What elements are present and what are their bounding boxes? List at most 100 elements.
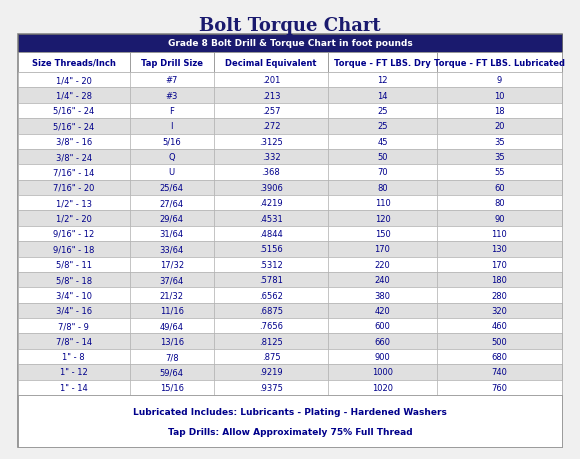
Bar bbox=[18, 88, 129, 104]
Bar bbox=[18, 119, 129, 134]
Bar bbox=[437, 150, 562, 165]
Text: .5312: .5312 bbox=[259, 260, 283, 269]
Bar bbox=[129, 257, 214, 272]
Bar bbox=[214, 288, 328, 303]
Bar bbox=[18, 150, 129, 165]
Bar bbox=[18, 288, 129, 303]
Bar bbox=[328, 53, 437, 73]
Text: 7/8" - 9: 7/8" - 9 bbox=[59, 322, 89, 330]
Bar bbox=[437, 319, 562, 334]
Text: 33/64: 33/64 bbox=[160, 245, 184, 254]
Text: 80: 80 bbox=[377, 184, 388, 192]
Bar bbox=[328, 349, 437, 364]
Text: 1/4" - 20: 1/4" - 20 bbox=[56, 76, 92, 85]
Bar bbox=[18, 196, 129, 211]
Text: 49/64: 49/64 bbox=[160, 322, 184, 330]
Bar bbox=[129, 196, 214, 211]
Bar bbox=[214, 73, 328, 88]
Text: 170: 170 bbox=[491, 260, 508, 269]
Bar bbox=[328, 119, 437, 134]
Text: 5/8" - 11: 5/8" - 11 bbox=[56, 260, 92, 269]
Bar bbox=[328, 88, 437, 104]
Text: .257: .257 bbox=[262, 107, 280, 116]
Bar bbox=[129, 165, 214, 180]
Bar bbox=[214, 211, 328, 226]
Bar bbox=[328, 334, 437, 349]
Text: .6562: .6562 bbox=[259, 291, 283, 300]
Bar bbox=[328, 73, 437, 88]
Bar bbox=[214, 349, 328, 364]
Text: 1/4" - 28: 1/4" - 28 bbox=[56, 91, 92, 101]
Text: 29/64: 29/64 bbox=[160, 214, 184, 223]
Bar bbox=[129, 134, 214, 150]
Text: 150: 150 bbox=[375, 230, 390, 239]
Text: 25: 25 bbox=[377, 122, 387, 131]
Text: 80: 80 bbox=[494, 199, 505, 208]
Text: 420: 420 bbox=[375, 306, 390, 315]
Bar bbox=[437, 226, 562, 242]
Text: 37/64: 37/64 bbox=[160, 275, 184, 285]
Text: .213: .213 bbox=[262, 91, 280, 101]
Text: Decimal Equivalent: Decimal Equivalent bbox=[225, 58, 317, 67]
Text: .4844: .4844 bbox=[259, 230, 283, 239]
Text: 14: 14 bbox=[377, 91, 387, 101]
Text: 1/2" - 20: 1/2" - 20 bbox=[56, 214, 92, 223]
Text: 1" - 8: 1" - 8 bbox=[63, 352, 85, 361]
Text: .875: .875 bbox=[262, 352, 280, 361]
Bar bbox=[129, 73, 214, 88]
Text: 900: 900 bbox=[375, 352, 390, 361]
Bar bbox=[18, 319, 129, 334]
Text: 3/4" - 16: 3/4" - 16 bbox=[56, 306, 92, 315]
Bar bbox=[129, 303, 214, 319]
Bar bbox=[129, 334, 214, 349]
Bar bbox=[437, 380, 562, 395]
Text: 18: 18 bbox=[494, 107, 505, 116]
Text: 460: 460 bbox=[491, 322, 508, 330]
Bar bbox=[18, 35, 562, 447]
Text: .201: .201 bbox=[262, 76, 280, 85]
Bar bbox=[214, 134, 328, 150]
Text: 3/8" - 24: 3/8" - 24 bbox=[56, 153, 92, 162]
Bar bbox=[328, 242, 437, 257]
Text: 50: 50 bbox=[377, 153, 387, 162]
Bar bbox=[214, 196, 328, 211]
Text: .272: .272 bbox=[262, 122, 280, 131]
Bar bbox=[437, 119, 562, 134]
Bar bbox=[328, 364, 437, 380]
Text: #7: #7 bbox=[165, 76, 178, 85]
Text: #3: #3 bbox=[165, 91, 178, 101]
Text: 110: 110 bbox=[375, 199, 390, 208]
Text: 20: 20 bbox=[494, 122, 505, 131]
Bar bbox=[129, 380, 214, 395]
Bar bbox=[437, 349, 562, 364]
Text: .368: .368 bbox=[262, 168, 280, 177]
Text: .6875: .6875 bbox=[259, 306, 283, 315]
Bar bbox=[437, 165, 562, 180]
Bar bbox=[214, 53, 328, 73]
Text: I: I bbox=[171, 122, 173, 131]
Text: Q: Q bbox=[168, 153, 175, 162]
Bar bbox=[328, 319, 437, 334]
Bar bbox=[129, 364, 214, 380]
Bar bbox=[214, 242, 328, 257]
Bar bbox=[18, 364, 129, 380]
Bar bbox=[18, 226, 129, 242]
Text: 660: 660 bbox=[375, 337, 390, 346]
Bar bbox=[437, 53, 562, 73]
Bar bbox=[328, 272, 437, 288]
Bar bbox=[214, 180, 328, 196]
Text: 9/16" - 12: 9/16" - 12 bbox=[53, 230, 95, 239]
Text: .7656: .7656 bbox=[259, 322, 283, 330]
Bar bbox=[214, 334, 328, 349]
Text: 320: 320 bbox=[491, 306, 508, 315]
Bar bbox=[18, 211, 129, 226]
Text: 1" - 14: 1" - 14 bbox=[60, 383, 88, 392]
Text: 3/8" - 16: 3/8" - 16 bbox=[56, 137, 92, 146]
Text: Torque - FT LBS. Dry: Torque - FT LBS. Dry bbox=[334, 58, 431, 67]
Bar bbox=[437, 257, 562, 272]
Text: 740: 740 bbox=[491, 368, 508, 376]
Bar bbox=[437, 334, 562, 349]
Text: 7/16" - 20: 7/16" - 20 bbox=[53, 184, 95, 192]
Bar bbox=[437, 303, 562, 319]
Text: 10: 10 bbox=[494, 91, 505, 101]
